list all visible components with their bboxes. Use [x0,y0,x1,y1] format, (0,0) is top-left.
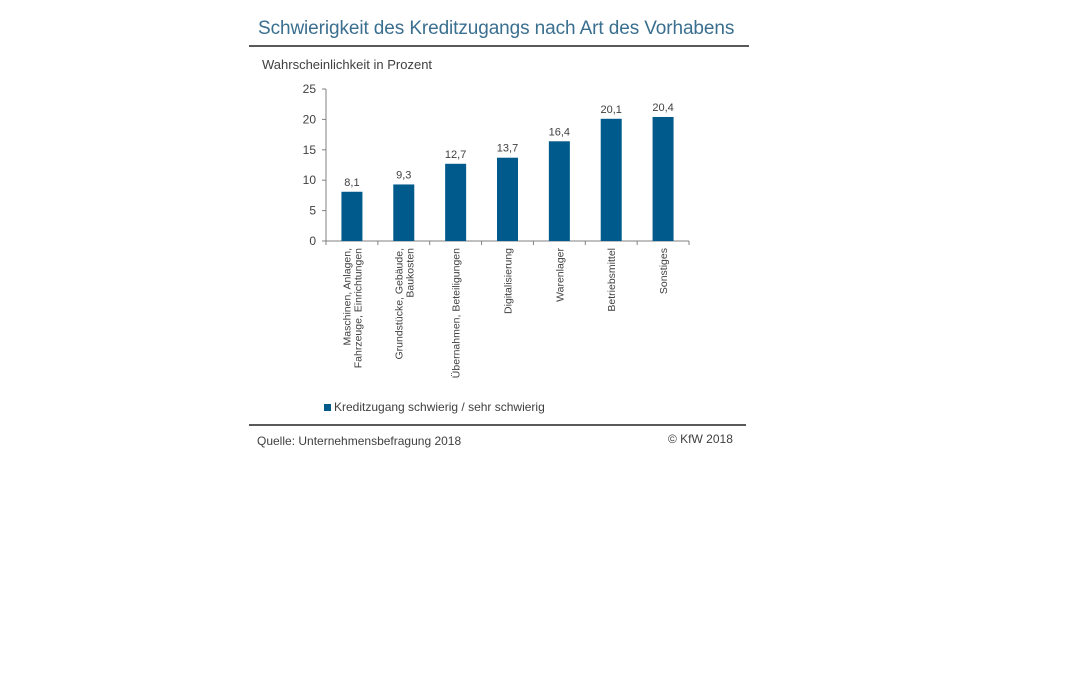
legend: Kreditzugang schwierig / sehr schwierig [324,400,545,414]
x-tick-label-line: Betriebsmittel [606,248,618,312]
footer-divider [249,424,746,426]
data-label: 20,1 [601,104,622,116]
data-label: 13,7 [497,143,518,155]
legend-label: Kreditzugang schwierig / sehr schwierig [334,400,545,414]
x-tick-label: Sonstiges [658,248,670,294]
y-tick-label: 5 [309,204,316,218]
y-tick-label: 10 [303,173,317,187]
data-labels: 8,1 9,3 12,7 13,7 16,4 20,1 20,4 [344,102,674,189]
bar [497,157,518,241]
x-tick-label-line: Fahrzeuge, Einrichtungen [352,248,364,368]
data-label: 9,3 [396,169,411,181]
x-tick-label: Warenlager [554,248,566,302]
data-label: 8,1 [344,177,359,189]
x-tick-label-line: Sonstiges [658,248,670,294]
x-tick-label-line: Grundstücke, Gebäude, [393,248,405,360]
title-divider [249,45,749,47]
copyright-note: © KfW 2018 [668,432,733,446]
y-axis-label: Wahrscheinlichkeit in Prozent [262,57,433,72]
x-tick-labels: Maschinen, Anlagen, Fahrzeuge, Einrichtun… [341,248,670,379]
x-tick-label-line: Übernahmen, Beteiligungen [451,248,463,378]
bar [341,191,363,241]
y-tick-label: 25 [303,82,317,96]
chart-title: Schwierigkeit des Kreditzugangs nach Art… [258,18,735,39]
source-note: Quelle: Unternehmensbefragung 2018 [257,434,462,448]
x-tick-label: Übernahmen, Beteiligungen [451,248,463,378]
y-tick-label: 20 [303,112,317,126]
bar [393,184,415,241]
legend-swatch [324,403,331,411]
x-tick-label: Maschinen, Anlagen, Fahrzeuge, Einrichtun… [341,248,364,368]
bar [600,118,622,241]
bar [548,141,570,241]
data-label: 20,4 [652,102,673,114]
bar [652,116,674,241]
x-tick-label: Betriebsmittel [606,248,618,312]
y-tick-label: 0 [309,234,316,248]
x-tick-label-line: Warenlager [554,248,566,302]
data-label: 12,7 [445,149,466,161]
x-tick-label-line: Maschinen, Anlagen, [341,248,353,345]
data-label: 16,4 [549,126,570,138]
x-tick-label: Digitalisierung [503,248,515,314]
y-tick-label: 15 [303,143,317,157]
x-tick-label-line: Digitalisierung [503,248,515,314]
x-tick-label-line: Baukosten [404,248,416,298]
bars [341,116,674,241]
bar [445,163,467,241]
x-tick-label: Grundstücke, Gebäude, Baukosten [393,248,416,360]
